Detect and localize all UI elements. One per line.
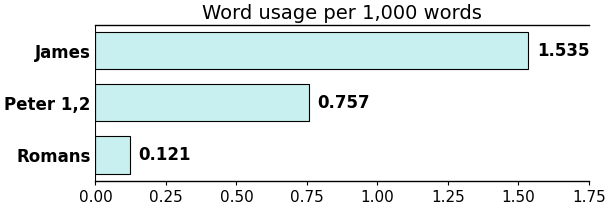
Text: 0.121: 0.121	[138, 146, 190, 164]
Text: 1.535: 1.535	[537, 42, 589, 60]
Title: Word usage per 1,000 words: Word usage per 1,000 words	[203, 4, 482, 23]
Bar	[95, 136, 129, 173]
Text: 0.757: 0.757	[317, 94, 370, 112]
Bar	[95, 84, 309, 121]
Bar	[95, 32, 528, 69]
